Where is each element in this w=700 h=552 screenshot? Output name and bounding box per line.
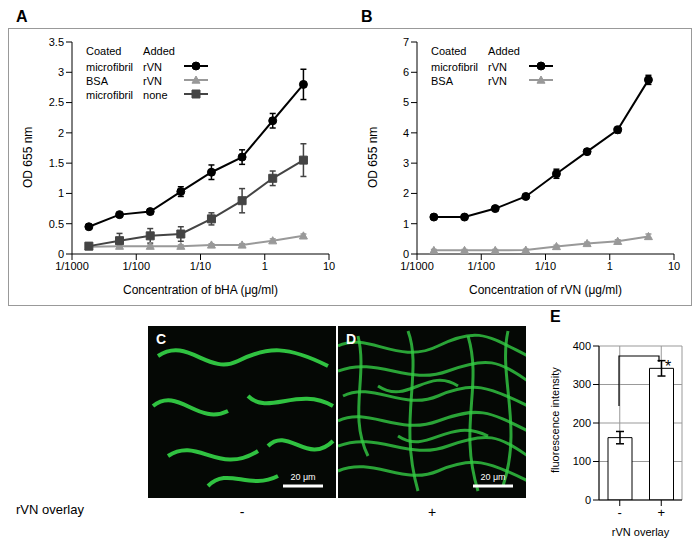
svg-text:20 μm: 20 μm bbox=[480, 472, 505, 482]
html-text:rVN: rVN bbox=[143, 61, 162, 73]
svg-text:0.5: 0.5 bbox=[49, 218, 64, 230]
svg-text:*: * bbox=[665, 358, 671, 375]
svg-text:0: 0 bbox=[403, 248, 409, 260]
svg-text:20 μm: 20 μm bbox=[290, 472, 315, 482]
html-text:A: A bbox=[16, 8, 28, 25]
svg-text:1/100: 1/100 bbox=[122, 260, 150, 272]
html-text:none: none bbox=[143, 89, 168, 101]
svg-text:3: 3 bbox=[403, 157, 409, 169]
html-text:rVN: rVN bbox=[488, 61, 507, 73]
html-text:B: B bbox=[361, 8, 373, 25]
svg-text:1/10: 1/10 bbox=[190, 260, 211, 272]
svg-text:D: D bbox=[346, 331, 356, 347]
html-text:microfibril: microfibril bbox=[86, 61, 134, 73]
svg-text:2.5: 2.5 bbox=[49, 96, 64, 108]
svg-text:1/1000: 1/1000 bbox=[55, 260, 89, 272]
svg-text:-: - bbox=[618, 505, 622, 520]
svg-text:3.5: 3.5 bbox=[49, 36, 64, 48]
svg-text:Concentration of rVN (μg/ml): Concentration of rVN (μg/ml) bbox=[469, 283, 622, 297]
html-text:Coated: Coated bbox=[431, 45, 467, 57]
svg-text:1: 1 bbox=[262, 260, 268, 272]
svg-text:C: C bbox=[156, 331, 166, 347]
svg-text:7: 7 bbox=[403, 36, 409, 48]
svg-text:100: 100 bbox=[573, 455, 591, 467]
svg-text:5: 5 bbox=[403, 96, 409, 108]
svg-text:10: 10 bbox=[668, 260, 680, 272]
svg-text:200: 200 bbox=[573, 417, 591, 429]
html-text:E: E bbox=[550, 308, 561, 325]
html-text:microfibril: microfibril bbox=[86, 89, 134, 101]
html-text:BSA: BSA bbox=[86, 75, 108, 87]
svg-text:rVN overlay: rVN overlay bbox=[612, 526, 670, 538]
svg-text:1: 1 bbox=[403, 218, 409, 230]
svg-text:10: 10 bbox=[323, 260, 335, 272]
html-text:microfibril: microfibril bbox=[431, 61, 479, 73]
svg-text:Concentration of bHA (μg/ml): Concentration of bHA (μg/ml) bbox=[123, 283, 278, 297]
svg-text:1: 1 bbox=[607, 260, 613, 272]
html-text:Coated: Coated bbox=[86, 45, 122, 57]
svg-text:0: 0 bbox=[58, 248, 64, 260]
svg-text:1: 1 bbox=[58, 187, 64, 199]
svg-text:OD 655 nm: OD 655 nm bbox=[366, 127, 380, 188]
html-text:rVN: rVN bbox=[143, 75, 162, 87]
svg-text:OD 655 nm: OD 655 nm bbox=[21, 127, 35, 188]
svg-text:1/100: 1/100 bbox=[467, 260, 495, 272]
svg-text:1/10: 1/10 bbox=[535, 260, 556, 272]
svg-text:2: 2 bbox=[403, 187, 409, 199]
svg-text:+: + bbox=[657, 505, 665, 520]
svg-text:3: 3 bbox=[58, 66, 64, 78]
svg-text:fluorescence intensity: fluorescence intensity bbox=[549, 367, 561, 473]
html-text:Added: Added bbox=[488, 45, 520, 57]
svg-text:2: 2 bbox=[58, 127, 64, 139]
svg-text:0: 0 bbox=[585, 494, 591, 506]
svg-text:400: 400 bbox=[573, 340, 591, 352]
svg-text:4: 4 bbox=[403, 127, 409, 139]
html-text:rVN: rVN bbox=[488, 75, 507, 87]
svg-text:1/1000: 1/1000 bbox=[400, 260, 434, 272]
svg-text:6: 6 bbox=[403, 66, 409, 78]
html-text:rVN overlay: rVN overlay bbox=[16, 502, 84, 517]
svg-text:1.5: 1.5 bbox=[49, 157, 64, 169]
html-text:BSA: BSA bbox=[431, 75, 453, 87]
html-text:Added: Added bbox=[143, 45, 175, 57]
svg-text:300: 300 bbox=[573, 378, 591, 390]
